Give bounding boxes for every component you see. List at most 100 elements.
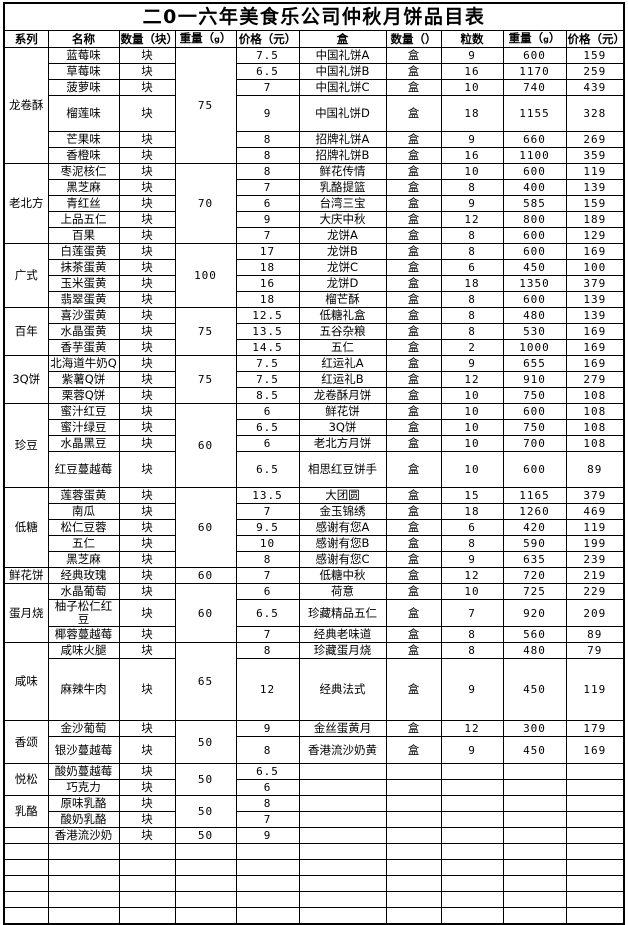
cell-empty [385,907,442,925]
cell-box-weight: 590 [502,535,567,552]
cell-box-unit: 盒 [385,583,442,600]
cell-series: 3Q饼 [3,355,49,404]
cell-box-name: 感谢有您C [298,551,387,568]
cell-piece-weight: 60 [174,567,237,584]
cell-box-name: 金丝蛋黄月 [298,720,387,737]
cell-empty [385,843,442,860]
cell-name: 香港流沙奶 [47,827,120,844]
cell-name: 原味乳酪 [47,795,120,812]
cell-box-unit: 盒 [385,179,442,196]
cell-name: 水晶蛋黄 [47,323,120,340]
cell-box-count: 10 [440,419,504,436]
table-row: 芒果味块 8 招牌礼饼A 盒 9 660 269 [4,131,625,148]
cell-piece-unit: 块 [118,63,176,80]
cell-piece-unit: 块 [118,658,176,721]
spreadsheet-sheet: 二0一六年美食乐公司仲秋月饼品目表 系列 名称 数量（块） 重量（g） 价格（元）盒数量… [3,2,626,925]
cell-box-name: 龙饼B [298,243,387,260]
cell-name: 玉米蛋黄 [47,275,120,292]
cell-piece-unit: 块 [118,339,176,356]
cell-piece-unit: 块 [118,131,176,148]
cell-piece-price: 12 [235,658,300,721]
cell-empty [235,859,300,876]
cell-box-name: 龙饼A [298,227,387,244]
cell-box-unit [385,795,442,812]
cell-box-count: 9 [440,736,504,764]
cell-box-name: 台湾三宝 [298,195,387,212]
cell-box-count: 10 [440,387,504,404]
cell-empty [565,859,625,876]
cell-box-name: 香港流沙奶黄 [298,736,387,764]
table-row: 老北方 枣泥核仁块 70 8 鲜花传情盒 10 600 119 [3,163,625,244]
cell-empty [440,891,504,908]
cell-box-count [440,811,504,828]
cell-empty [440,859,504,876]
cell-piece-weight: 65 [174,642,237,721]
table-body: 龙卷酥 蓝莓味块 75 7.5 中国礼饼A 盒 9 600 159 草莓味块 6.5 中国礼饼B 盒 16… [3,47,625,925]
cell-box-price: 199 [565,535,625,552]
cell-empty [385,891,442,908]
cell-piece-unit: 块 [118,779,176,796]
cell-box-weight: 600 [502,291,567,308]
table-row: 菠萝味块 7 中国礼饼C 盒 10 740 439 [4,79,625,96]
cell-piece-unit: 块 [118,79,176,96]
cell-box-weight: 400 [502,179,567,196]
cell-piece-price: 6.5 [235,763,300,780]
cell-series: 百年 [3,307,49,356]
cell-piece-unit: 块 [118,163,176,180]
table-row: 酸奶乳酪块 7 [4,811,625,828]
cell-box-name: 低糖礼盒 [298,307,387,324]
cell-box-count: 10 [440,79,504,96]
cell-box-unit: 盒 [385,323,442,340]
cell-box-price: 129 [565,227,625,244]
table-row: 紫薯Q饼块 7.5 红运礼B 盒 12 910 279 [4,371,625,388]
column-header-7: 粒数 [440,30,504,48]
cell-box-count [440,763,504,780]
table-row: 五仁块 10 感谢有您B 盒 8 590 199 [4,535,625,552]
cell-box-count: 10 [440,435,504,452]
cell-box-weight: 660 [502,131,567,148]
cell-empty [565,843,625,860]
cell-empty [235,843,300,860]
cell-piece-unit: 块 [118,323,176,340]
cell-name: 紫薯Q饼 [47,371,120,388]
cell-box-name: 榴芒酥 [298,291,387,308]
cell-name: 百果 [47,227,120,244]
column-header-8: 重量（g） [502,30,567,48]
cell-box-weight [502,811,567,828]
cell-box-name: 中国礼饼B [298,63,387,80]
cell-box-count: 8 [440,243,504,260]
cell-piece-unit: 块 [118,519,176,536]
cell-box-name: 中国礼饼A [298,47,387,64]
table-row: 水晶蛋黄块 13.5 五谷杂粮盒 8 530 169 [4,323,625,340]
cell-box-count: 15 [440,487,504,504]
cell-piece-price: 6.5 [235,63,300,80]
cell-piece-unit: 块 [118,720,176,737]
column-header-0: 系列 [3,30,49,48]
table-row-empty [3,859,625,876]
cell-piece-unit: 块 [118,626,176,643]
column-header-9: 价格（元） [565,30,625,48]
table-row: 蜜汁绿豆块 6.5 3Q饼盒 10 750 108 [4,419,625,436]
cell-piece-price: 14.5 [235,339,300,356]
cell-box-price: 108 [565,387,625,404]
cell-box-weight: 655 [502,355,567,372]
cell-box-price: 108 [565,403,625,420]
cell-empty [118,907,176,925]
cell-box-price: 379 [565,487,625,504]
cell-piece-unit: 块 [118,291,176,308]
table-row: 低糖 莲蓉蛋黄块 60 13.5 大团圆盒 15 1165 379 [3,487,625,568]
cell-piece-unit: 块 [118,811,176,828]
table-row: 椰蓉蔓越莓块 7 经典老味道盒 8 560 89 [4,626,625,643]
column-header-5: 盒 [298,30,387,48]
cell-name: 上品五仁 [47,211,120,228]
cell-box-unit: 盒 [385,227,442,244]
table-row: 青红丝块 6 台湾三宝盒 9 585 159 [4,195,625,212]
cell-box-count: 8 [440,227,504,244]
cell-empty [502,859,567,876]
cell-empty [298,907,387,925]
cell-series: 香颂 [3,720,49,764]
cell-box-price: 279 [565,371,625,388]
cell-piece-weight: 60 [174,403,237,488]
table-row: 百年 喜沙蛋黄块 75 12.5 低糖礼盒盒 8 480 139 [3,307,625,356]
cell-piece-price: 18 [235,291,300,308]
